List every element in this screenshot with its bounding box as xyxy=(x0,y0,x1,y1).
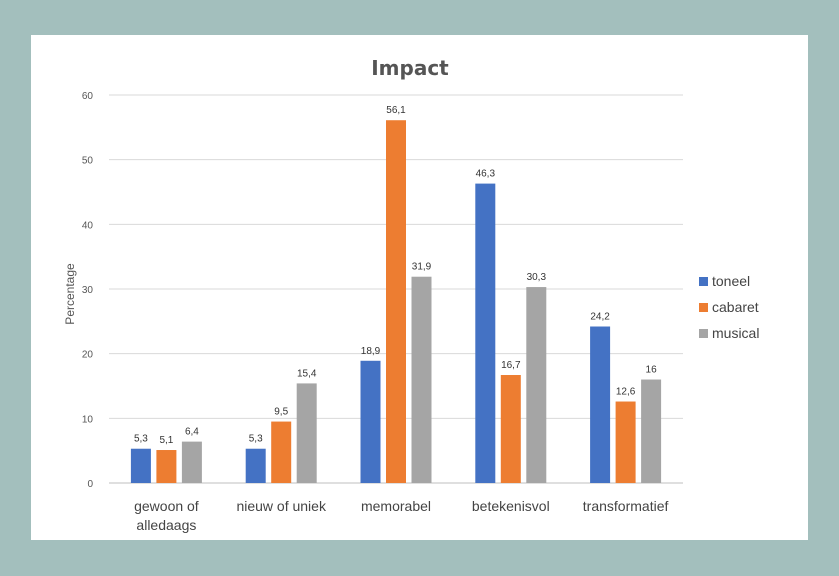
legend-swatch-toneel xyxy=(699,277,708,286)
x-tick-label: betekenisvol xyxy=(472,498,550,514)
y-tick-label: 20 xyxy=(82,350,94,361)
x-axis-ticks: gewoon of alledaags nieuw of uniek memorabe… xyxy=(134,498,668,533)
legend-label-musical: musical xyxy=(712,325,759,341)
chart-card: Impact Percentage 0 10 20 30 40 50 60 5,3 5,3 18… xyxy=(31,35,808,540)
y-axis-ticks: 0 10 20 30 40 50 60 xyxy=(82,91,94,490)
data-label: 31,9 xyxy=(412,262,432,273)
bar-cabaret xyxy=(156,450,177,483)
data-label: 30,3 xyxy=(527,272,547,283)
bar-musical xyxy=(296,383,317,483)
data-label: 12,6 xyxy=(616,387,636,398)
y-tick-label: 60 xyxy=(82,91,94,102)
data-label: 24,2 xyxy=(590,312,610,323)
bar-toneel xyxy=(130,448,151,483)
y-tick-label: 10 xyxy=(82,414,94,425)
data-label: 56,1 xyxy=(386,105,406,116)
bar-musical xyxy=(411,276,432,483)
legend-label-toneel: toneel xyxy=(712,273,750,289)
bar-toneel xyxy=(245,448,266,483)
legend: toneel cabaret musical xyxy=(699,273,759,341)
chart-title: Impact xyxy=(371,56,449,80)
y-tick-label: 40 xyxy=(82,220,94,231)
data-label: 16 xyxy=(646,365,658,376)
bars xyxy=(130,120,662,484)
bar-musical xyxy=(526,287,547,483)
bar-cabaret xyxy=(386,120,406,483)
bar-cabaret xyxy=(271,421,292,483)
y-tick-label: 30 xyxy=(82,285,94,296)
legend-label-cabaret: cabaret xyxy=(712,299,759,315)
x-tick-label: transformatief xyxy=(583,498,669,514)
data-label: 46,3 xyxy=(476,169,496,180)
x-tick-label: memorabel xyxy=(361,498,431,514)
legend-swatch-musical xyxy=(699,329,708,338)
x-tick-label: gewoon of xyxy=(134,498,199,514)
data-label: 6,4 xyxy=(185,427,199,438)
data-labels: 5,3 5,3 18,9 46,3 24,2 5,1 9,5 56,1 16,7 12,6 6,4 1… xyxy=(134,105,657,446)
bar-toneel xyxy=(475,183,496,484)
bar-musical xyxy=(641,379,662,483)
y-axis-label: Percentage xyxy=(63,263,77,325)
data-label: 9,5 xyxy=(274,407,288,418)
bar-cabaret xyxy=(615,401,636,483)
bar-cabaret xyxy=(500,375,521,483)
data-label: 5,3 xyxy=(249,434,263,445)
legend-swatch-cabaret xyxy=(699,303,708,312)
x-tick-label: alledaags xyxy=(136,517,196,533)
data-label: 16,7 xyxy=(501,360,521,371)
data-label: 18,9 xyxy=(361,346,381,357)
y-tick-label: 50 xyxy=(82,156,94,167)
bar-chart: Impact Percentage 0 10 20 30 40 50 60 5,3 5,3 18… xyxy=(63,56,759,533)
x-tick-label: nieuw of uniek xyxy=(236,498,327,514)
bar-toneel xyxy=(360,360,381,483)
data-label: 5,1 xyxy=(159,435,173,446)
bar-musical xyxy=(181,441,202,483)
data-label: 5,3 xyxy=(134,434,148,445)
bar-toneel xyxy=(590,326,611,483)
data-label: 15,4 xyxy=(297,368,317,379)
y-tick-label: 0 xyxy=(87,479,93,490)
